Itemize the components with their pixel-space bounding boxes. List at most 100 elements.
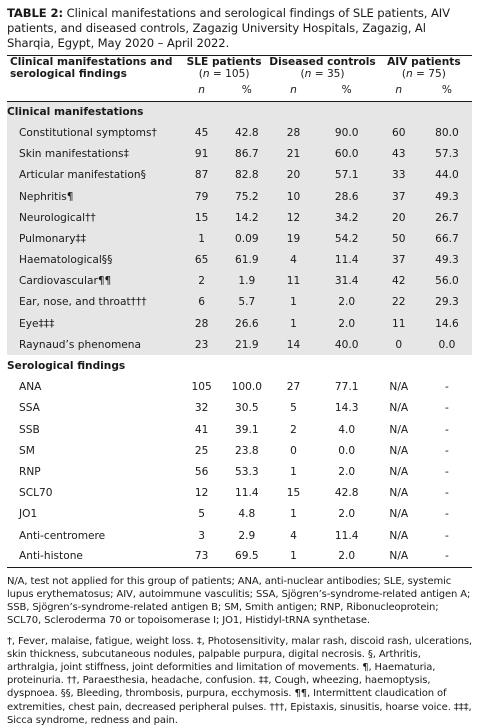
cell-value: 61.9 <box>224 249 270 271</box>
cell-value: 4 <box>290 529 297 542</box>
subheader-n: n <box>178 80 225 102</box>
subheader-pct: % <box>421 80 472 102</box>
cell-value: 31.4 <box>317 270 376 292</box>
cell-value: 43 <box>375 143 422 165</box>
cell-value: 54.2 <box>317 228 376 250</box>
cell-value: - <box>421 546 472 568</box>
cell-value: 41 <box>194 423 209 436</box>
cell-value: 4.0 <box>338 423 356 436</box>
serological-rows: ANA 105 100.0 27 77.1 N/A - SSA 32 30.5 5 14.3 N/A - S… <box>7 377 472 568</box>
cell-value: 4.8 <box>238 508 256 521</box>
cell-value: 6 <box>178 291 225 314</box>
cell-value: 100.0 <box>231 381 262 394</box>
cell-value: 20 <box>269 164 318 186</box>
table-row: Anti-histone 73 69.5 1 2.0 N/A - <box>7 546 472 568</box>
cell-value: 65 <box>178 249 225 271</box>
subheader-n: n <box>375 80 422 102</box>
cell-value: 53.3 <box>234 465 259 478</box>
row-label: SM <box>19 444 35 457</box>
cell-value: 49.3 <box>421 185 472 208</box>
cell-value: 11.4 <box>317 249 376 271</box>
cell-value: 87 <box>178 164 225 186</box>
cell-value: 2 <box>178 270 225 292</box>
table-caption: TABLE 2: Clinical manifestations and ser… <box>7 6 472 51</box>
cell-value: 21.9 <box>224 334 270 356</box>
cell-value: 42 <box>375 270 422 292</box>
cell-value: 40.0 <box>317 334 376 356</box>
section-header-serological: Serological findings <box>7 360 126 373</box>
cell-value: 49.3 <box>421 249 472 271</box>
row-label: Haematological§§ <box>7 249 179 271</box>
cell-value: 105 <box>191 381 212 394</box>
cell-value: 27 <box>286 381 301 394</box>
cell-value: N/A <box>375 546 422 568</box>
cell-value: - <box>444 487 449 500</box>
cell-value: 39.1 <box>234 423 259 436</box>
cell-value: 11 <box>375 313 422 335</box>
cell-value: 90.0 <box>317 122 376 144</box>
table-row: Pulmonary‡‡ 1 0.09 19 54.2 50 66.7 <box>7 228 472 250</box>
table-row: Ear, nose, and throat††† 6 5.7 1 2.0 22 29.3 <box>7 291 472 314</box>
cell-value: 91 <box>178 143 225 165</box>
table-row: Constitutional symptoms† 45 42.8 28 90.0 60 80… <box>7 122 472 144</box>
table-row: Raynaud’s phenomena 23 21.9 14 40.0 0 0.0 <box>7 334 472 356</box>
cell-value: 57.3 <box>421 143 472 165</box>
cell-value: 73 <box>178 546 225 568</box>
table-row: Haematological§§ 65 61.9 4 11.4 37 49.3 <box>7 249 472 271</box>
clinical-rows: Constitutional symptoms† 45 42.8 28 90.0 60 80… <box>7 122 472 356</box>
cell-value: - <box>444 529 449 542</box>
cell-value: N/A <box>389 402 409 415</box>
cell-value: 4 <box>269 249 318 271</box>
cell-value: 2.0 <box>317 313 376 335</box>
cell-value: 0.0 <box>338 444 356 457</box>
cell-value: 66.7 <box>421 228 472 250</box>
table-row: Articular manifestation§ 87 82.8 20 57.1 33 44… <box>7 164 472 186</box>
row-label: Constitutional symptoms† <box>7 122 179 144</box>
cell-value: N/A <box>389 381 409 394</box>
cell-value: 82.8 <box>224 164 270 186</box>
cell-value: 56.0 <box>421 270 472 292</box>
cell-value: 11.4 <box>234 487 259 500</box>
subheader-pct: % <box>317 80 376 102</box>
cell-value: 5.7 <box>224 291 270 314</box>
footnotes: †, Fever, malaise, fatigue, weight loss.… <box>7 635 472 725</box>
cell-value: 0.09 <box>224 228 270 250</box>
cell-value: 26.6 <box>224 313 270 335</box>
cell-value: 11.4 <box>334 529 359 542</box>
cell-value: - <box>444 402 449 415</box>
cell-value: - <box>444 423 449 436</box>
cell-value: 23 <box>178 334 225 356</box>
group-header-aiv: AIV patients (n = 75) <box>375 55 472 80</box>
cell-value: 28.6 <box>317 185 376 208</box>
cell-value: 14.2 <box>224 207 270 229</box>
cell-value: 77.1 <box>334 381 359 394</box>
cell-value: 15 <box>178 207 225 229</box>
cell-value: 2 <box>290 423 297 436</box>
table-row: Skin manifestations‡ 91 86.7 21 60.0 43 57.3 <box>7 143 472 165</box>
cell-value: 3 <box>198 529 205 542</box>
table-row: SCL70 12 11.4 15 42.8 N/A - <box>7 483 472 504</box>
cell-value: 28 <box>269 122 318 144</box>
table-row: Anti-centromere 3 2.9 4 11.4 N/A - <box>7 525 472 546</box>
cell-value: 75.2 <box>224 185 270 208</box>
cell-value: 10 <box>269 185 318 208</box>
subheader-n: n <box>269 80 318 102</box>
cell-value: 60 <box>375 122 422 144</box>
cell-value: N/A <box>389 423 409 436</box>
cell-value: 14.3 <box>334 402 359 415</box>
cell-value: 14.6 <box>421 313 472 335</box>
row-label: Ear, nose, and throat††† <box>7 291 179 314</box>
table-row: ANA 105 100.0 27 77.1 N/A - <box>7 377 472 398</box>
cell-value: 30.5 <box>234 402 259 415</box>
cell-value: 1 <box>269 546 318 568</box>
row-label: SSB <box>19 423 40 436</box>
abbreviations-note: N/A, test not applied for this group of … <box>7 575 471 627</box>
cell-value: 0 <box>290 444 297 457</box>
cell-value: 56 <box>194 465 209 478</box>
cell-value: 1 <box>269 291 318 314</box>
cell-value: N/A <box>389 444 409 457</box>
row-header: Clinical manifestations and serological … <box>7 55 179 80</box>
cell-value: - <box>444 508 449 521</box>
cell-value: 50 <box>375 228 422 250</box>
cell-value: 69.5 <box>224 546 270 568</box>
